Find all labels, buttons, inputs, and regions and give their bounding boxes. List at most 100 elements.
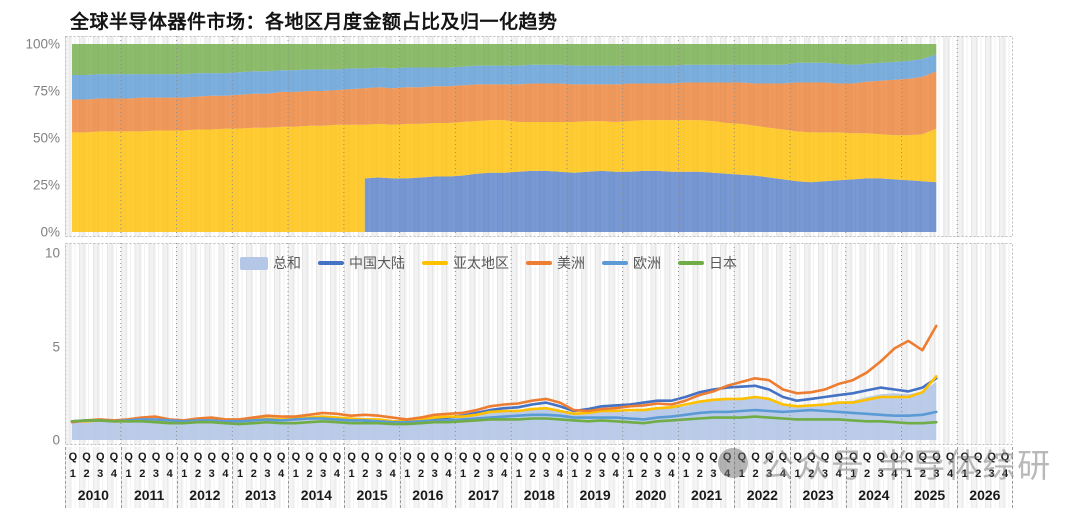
legend-label-japan: 日本 [709,253,737,273]
x-quarter-label: Q1 [456,449,470,485]
normalized-trend-chart: 总和 中国大陆 亚太地区 美洲 欧洲 日本 [65,243,1013,445]
x-quarter-label: Q2 [303,449,317,485]
x-year-group-2014: Q1Q2Q3Q42014 [288,447,344,508]
legend-label-apac: 亚太地区 [453,253,509,273]
legend-label-total: 总和 [273,253,301,273]
x-year-group-2021: Q1Q2Q3Q42021 [678,447,734,508]
chart-title: 全球半导体器件市场：各地区月度金额占比及归一化趋势 [70,7,558,34]
x-year-label: 2013 [233,485,288,506]
x-quarter-label: Q4 [720,449,734,485]
x-quarter-label: Q2 [247,449,261,485]
x-quarter-label: Q1 [735,449,749,485]
x-quarter-label: Q4 [943,449,957,485]
x-quarter-label: Q3 [818,449,832,485]
x-year-group-2025: Q1Q2Q3Q42025 [901,447,957,508]
x-quarter-label: Q4 [442,449,456,485]
x-year-label: 2021 [679,485,734,506]
x-quarter-label: Q3 [595,449,609,485]
x-quarter-label: Q3 [707,449,721,485]
x-year-label: 2026 [958,485,1012,506]
x-quarter-label: Q2 [358,449,372,485]
x-year-group-2018: Q1Q2Q3Q42018 [511,447,567,508]
x-quarter-label: Q1 [679,449,693,485]
x-quarter-label: Q4 [998,449,1011,485]
x-year-label: 2010 [66,485,121,506]
x-quarter-label: Q3 [205,449,219,485]
x-quarter-label: Q3 [651,449,665,485]
x-year-group-2020: Q1Q2Q3Q42020 [623,447,679,508]
x-quarter-label: Q3 [93,449,107,485]
x-quarter-label: Q1 [902,449,916,485]
x-year-label: 2018 [512,485,567,506]
x-quarter-label: Q3 [372,449,386,485]
x-year-group-2023: Q1Q2Q3Q42023 [790,447,846,508]
x-quarter-label: Q3 [874,449,888,485]
x-quarter-label: Q1 [512,449,526,485]
x-quarter-label: Q1 [958,449,971,485]
legend-label-europe: 欧洲 [633,253,661,273]
x-quarter-label: Q2 [135,449,149,485]
legend-label-americas: 美洲 [557,253,585,273]
x-quarter-label: Q3 [261,449,275,485]
x-quarter-label: Q2 [470,449,484,485]
legend-item-europe: 欧洲 [602,253,661,273]
x-quarter-label: Q4 [107,449,121,485]
legend-swatch-americas [526,261,552,265]
x-quarter-label: Q2 [693,449,707,485]
x-quarter-label: Q4 [497,449,511,485]
y-tick-label-percent: 75% [4,84,60,99]
x-year-group-2011: Q1Q2Q3Q42011 [121,447,177,508]
x-quarter-label: Q1 [624,449,638,485]
x-quarter-label: Q3 [985,449,998,485]
x-quarter-label: Q2 [804,449,818,485]
x-year-group-2010: Q1Q2Q3Q42010 [65,447,121,508]
x-year-label: 2020 [624,485,679,506]
y-tick-label-index: 0 [4,433,60,448]
x-year-group-2017: Q1Q2Q3Q42017 [455,447,511,508]
x-quarter-label: Q3 [428,449,442,485]
x-year-label: 2017 [456,485,511,506]
legend-item-japan: 日本 [678,253,737,273]
x-year-label: 2025 [902,485,957,506]
x-quarter-label: Q1 [401,449,415,485]
x-axis: Q1Q2Q3Q42010Q1Q2Q3Q42011Q1Q2Q3Q42012Q1Q2… [65,447,1013,508]
x-quarter-label: Q4 [386,449,400,485]
stacked-share-chart [65,36,1013,237]
x-year-label: 2024 [847,485,902,506]
x-quarter-label: Q2 [581,449,595,485]
legend-label-china: 中国大陆 [349,253,405,273]
x-quarter-label: Q3 [316,449,330,485]
legend-item-americas: 美洲 [526,253,585,273]
x-quarter-label: Q1 [122,449,136,485]
x-quarter-label: Q2 [971,449,984,485]
x-year-group-2022: Q1Q2Q3Q42022 [734,447,790,508]
legend-item-china: 中国大陆 [318,253,405,273]
legend-swatch-japan [678,261,704,265]
y-tick-label-percent: 50% [4,131,60,146]
x-quarter-label: Q1 [345,449,359,485]
x-year-group-2013: Q1Q2Q3Q42013 [232,447,288,508]
x-year-group-2026: Q1Q2Q3Q42026 [957,447,1013,508]
x-quarter-label: Q2 [80,449,94,485]
legend-swatch-total [240,257,268,270]
legend-item-apac: 亚太地区 [422,253,509,273]
y-tick-label-percent: 0% [4,225,60,240]
y-tick-label-index: 5 [4,339,60,354]
x-quarter-label: Q4 [832,449,846,485]
legend-swatch-china [318,261,344,265]
x-quarter-label: Q3 [762,449,776,485]
x-quarter-label: Q4 [776,449,790,485]
y-tick-label-percent: 25% [4,178,60,193]
x-year-label: 2011 [122,485,177,506]
x-quarter-label: Q4 [553,449,567,485]
x-year-label: 2022 [735,485,790,506]
x-quarter-label: Q2 [191,449,205,485]
y-tick-label-index: 10 [4,246,60,261]
x-quarter-label: Q2 [916,449,930,485]
x-quarter-label: Q4 [219,449,233,485]
x-year-label: 2019 [568,485,623,506]
x-year-label: 2023 [791,485,846,506]
x-year-group-2015: Q1Q2Q3Q42015 [344,447,400,508]
x-quarter-label: Q4 [163,449,177,485]
x-quarter-label: Q3 [539,449,553,485]
